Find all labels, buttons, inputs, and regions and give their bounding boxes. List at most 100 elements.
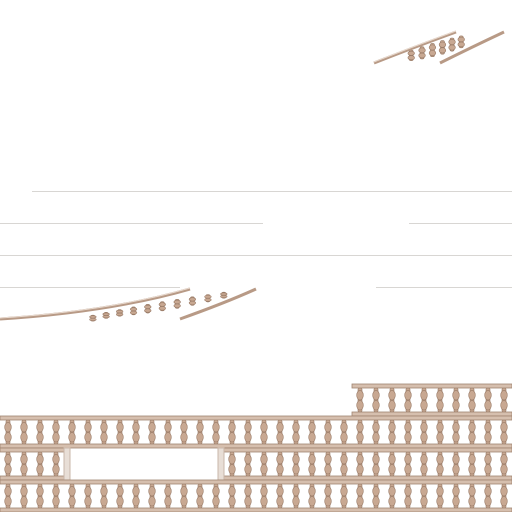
rail-top — [0, 447, 65, 453]
baluster — [428, 43, 437, 58]
baluster — [468, 451, 476, 477]
rail-top — [223, 447, 512, 453]
baluster — [356, 451, 364, 477]
baluster — [356, 419, 364, 445]
baluster — [484, 483, 492, 509]
baluster — [340, 419, 348, 445]
baluster — [436, 387, 444, 413]
baluster — [356, 387, 364, 413]
baluster — [484, 451, 492, 477]
baluster — [292, 483, 300, 509]
baluster — [372, 451, 380, 477]
rail-bottom — [351, 411, 512, 417]
baluster — [228, 483, 236, 509]
baluster — [180, 483, 188, 509]
baluster — [116, 483, 124, 509]
baluster — [452, 451, 460, 477]
baluster — [52, 451, 60, 477]
baluster — [129, 306, 138, 316]
straight-balustrades — [0, 383, 512, 512]
balustrade-row-with-gap — [0, 447, 512, 481]
baluster — [340, 483, 348, 509]
baluster — [500, 451, 508, 477]
guide-lines — [0, 191, 512, 288]
baluster — [4, 451, 12, 477]
balustrade-row-upper-right — [351, 383, 512, 417]
rail-bottom — [223, 475, 512, 481]
baluster — [212, 483, 220, 509]
rail-top — [0, 479, 512, 485]
baluster — [148, 483, 156, 509]
baluster — [116, 419, 124, 445]
baluster — [148, 419, 156, 445]
baluster — [308, 483, 316, 509]
balustrade-segment-left — [0, 447, 65, 481]
baluster — [468, 419, 476, 445]
rail-bottom — [0, 507, 512, 512]
baluster — [324, 451, 332, 477]
baluster — [372, 483, 380, 509]
baluster — [260, 483, 268, 509]
baluster — [244, 419, 252, 445]
baluster — [188, 296, 196, 306]
curved-balustrade-top-right — [373, 30, 505, 65]
balustrade-row — [0, 415, 512, 449]
baluster — [356, 483, 364, 509]
baluster — [388, 451, 396, 477]
baluster — [4, 483, 12, 509]
baluster — [100, 419, 108, 445]
baluster — [244, 451, 252, 477]
baluster — [457, 35, 465, 49]
baluster — [388, 483, 396, 509]
balustrade-row-bottom — [0, 479, 512, 512]
baluster — [468, 387, 476, 413]
baluster — [452, 419, 460, 445]
baluster — [52, 483, 60, 509]
baluster — [260, 419, 268, 445]
baluster — [68, 419, 76, 445]
baluster — [20, 451, 28, 477]
rail-top — [351, 383, 512, 389]
baluster — [438, 40, 447, 55]
baluster — [404, 387, 412, 413]
baluster — [164, 419, 172, 445]
baluster — [500, 483, 508, 509]
baluster — [164, 483, 172, 509]
baluster — [220, 291, 228, 299]
baluster — [132, 419, 140, 445]
baluster — [388, 419, 396, 445]
baluster — [89, 314, 97, 322]
baluster — [276, 451, 284, 477]
baluster — [420, 419, 428, 445]
baluster — [436, 419, 444, 445]
baluster — [260, 451, 268, 477]
baluster — [20, 419, 28, 445]
baluster — [388, 387, 396, 413]
baluster — [448, 37, 456, 52]
baluster — [292, 451, 300, 477]
baluster — [144, 303, 152, 314]
baluster — [436, 483, 444, 509]
rail-bottom — [0, 443, 512, 449]
baluster — [372, 387, 380, 413]
baluster — [116, 309, 124, 317]
baluster — [420, 387, 428, 413]
baluster — [204, 294, 212, 303]
baluster — [468, 483, 476, 509]
baluster — [404, 419, 412, 445]
baluster — [292, 419, 300, 445]
baluster — [196, 419, 204, 445]
baluster — [484, 419, 492, 445]
baluster — [308, 451, 316, 477]
baluster — [212, 419, 220, 445]
baluster — [308, 419, 316, 445]
baluster — [404, 483, 412, 509]
baluster — [158, 301, 166, 312]
baluster — [500, 419, 508, 445]
baluster — [244, 483, 252, 509]
baluster — [4, 419, 12, 445]
rail-bottom — [0, 475, 65, 481]
baluster — [452, 483, 460, 509]
baluster — [102, 312, 110, 319]
